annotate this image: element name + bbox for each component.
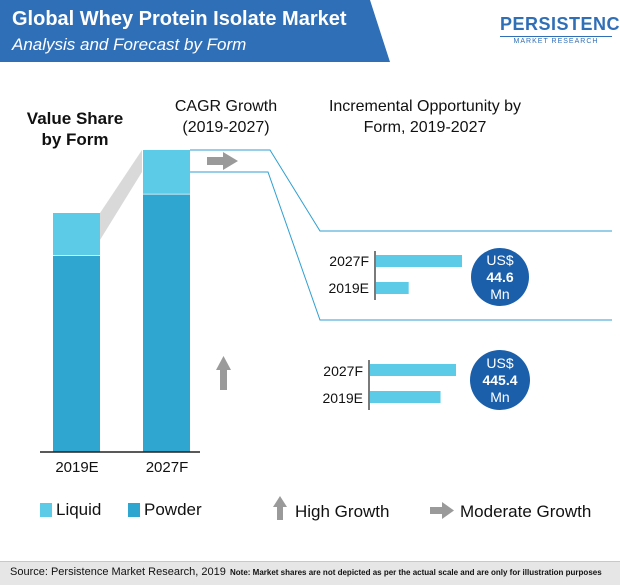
footer-bar xyxy=(0,561,620,585)
legend-liquid-label: Liquid xyxy=(56,500,102,519)
liquid-hbar-2019e xyxy=(376,282,409,294)
header-banner-shape xyxy=(0,0,390,62)
powder-hbar-2019e xyxy=(370,391,441,403)
bar-powder-2019e xyxy=(53,255,100,452)
liquid-opportunity-badge: US$ 44.6 Mn xyxy=(471,248,529,306)
legend-moderate-growth-icon xyxy=(430,502,454,519)
legend-moderate-growth-label: Moderate Growth xyxy=(460,502,592,521)
right-arrow-icon xyxy=(207,152,238,170)
bar-powder-2027f xyxy=(143,193,190,453)
incremental-heading-line-2: Form, 2019-2027 xyxy=(363,119,487,136)
powder-opportunity-amount: 445.4 xyxy=(482,371,518,388)
up-arrow-icon xyxy=(216,356,231,390)
x-tick-2027f: 2027F xyxy=(145,459,189,476)
legend-powder-swatch xyxy=(128,503,140,517)
value-share-heading-line-1: Value Share xyxy=(26,109,124,128)
liquid-opportunity-currency: US$ xyxy=(486,251,514,268)
cagr-heading-line-1: CAGR Growth xyxy=(174,98,278,115)
bar-liquid-2019e xyxy=(53,213,100,256)
powder-hbar-label-2019e: 2019E xyxy=(322,390,363,406)
liquid-hbar-2027f xyxy=(376,255,462,267)
liquid-opportunity-unit: Mn xyxy=(490,285,510,302)
cagr-heading-line-2: (2019-2027) xyxy=(182,119,270,136)
logo-main-text: PERSISTENCE xyxy=(500,14,620,34)
liquid-guide-line xyxy=(190,149,612,232)
footer-note: Note: Market shares are not depicted as … xyxy=(230,568,602,577)
x-tick-2019e: 2019E xyxy=(55,459,99,476)
bar-connector xyxy=(100,150,142,240)
value-share-heading-line-2: by Form xyxy=(41,130,109,149)
logo-sub-text: MARKET RESEARCH xyxy=(500,36,612,45)
value-share-heading: Value Share by Form xyxy=(18,108,132,150)
cagr-heading: CAGR Growth (2019-2027) xyxy=(152,96,300,138)
liquid-hbar-label-2027f: 2027F xyxy=(329,253,369,269)
incremental-heading-line-1: Incremental Opportunity by xyxy=(328,98,522,115)
legend-high-growth-label: High Growth xyxy=(295,502,390,521)
powder-hbar-2027f xyxy=(370,364,456,376)
persistence-logo: PERSISTENCE MARKET RESEARCH xyxy=(500,14,620,45)
legend-high-growth-icon xyxy=(273,496,287,520)
legend-liquid-swatch xyxy=(40,503,52,517)
bar-liquid-2027f xyxy=(143,150,190,194)
page-subtitle: Analysis and Forecast by Form xyxy=(12,35,247,54)
liquid-opportunity-amount: 44.6 xyxy=(486,268,514,285)
powder-opportunity-badge: US$ 445.4 Mn xyxy=(470,350,530,410)
header-banner xyxy=(0,0,390,62)
incremental-heading: Incremental Opportunity by Form, 2019-20… xyxy=(300,96,550,138)
page-title: Global Whey Protein Isolate Market xyxy=(12,8,347,30)
liquid-hbar-label-2019e: 2019E xyxy=(328,280,369,296)
powder-hbar-label-2027f: 2027F xyxy=(323,363,363,379)
footer-source: Source: Persistence Market Research, 201… xyxy=(10,566,226,578)
legend-powder-label: Powder xyxy=(144,500,202,519)
powder-opportunity-unit: Mn xyxy=(490,388,510,405)
powder-guide-line xyxy=(190,171,612,321)
powder-opportunity-currency: US$ xyxy=(486,354,514,371)
